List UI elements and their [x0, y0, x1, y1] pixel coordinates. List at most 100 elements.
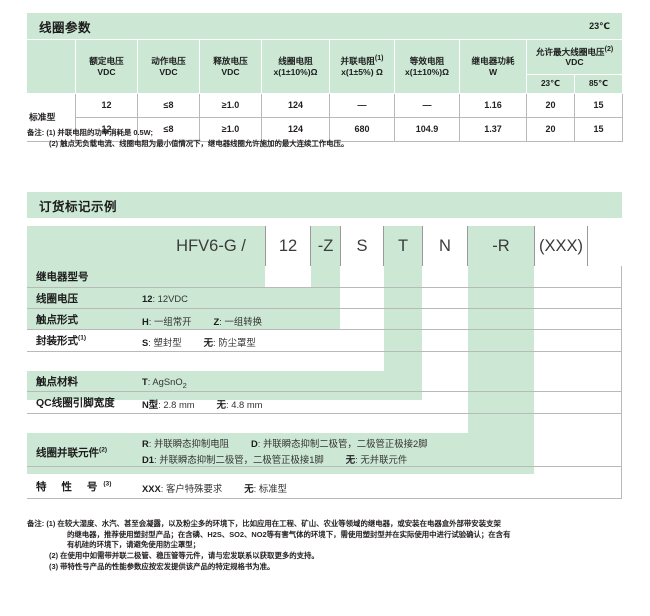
cell-max-voltage-85c: 15 [573, 117, 624, 142]
header-pickup-voltage: 动作电压 VDC [137, 39, 200, 94]
code-separator [383, 226, 384, 266]
note-item: (3) 带特性号产品的性能参数应按宏发提供该产品的特定规格书为准。 [27, 562, 627, 573]
note-text: 有机硅的环境下，请避免使用防尘罩型； [67, 540, 201, 550]
legend-row-contact-material: 触点材料 T: AgSnO2 [27, 371, 622, 392]
band-coil-component [468, 226, 534, 474]
note-text: 带特性号产品的性能参数应按宏发提供该产品的特定规格书为准。 [60, 561, 275, 571]
ordering-code-title: 订货标记示例 [39, 199, 118, 214]
header-relay-power: 继电器功耗 W [459, 39, 527, 94]
header-equivalent-resistance: 等效电阻 x(1±10%)Ω [394, 39, 460, 94]
note-number: (1) [46, 128, 56, 137]
note-text: 在较大湿度、水汽、甚至会凝露，以及粉尘多的环境下，比如应用在工程、矿山、农业等领… [57, 519, 501, 528]
legend-values-coil-component: R: 并联瞬态抑制电阻 D: 并联瞬态抑制二极管，二极管正极接2脚 D1: 并联瞬态… [142, 438, 428, 465]
cell-max-voltage-23c: 20 [526, 117, 575, 142]
cell-equivalent-resistance: 104.9 [394, 117, 460, 142]
cell-rated-voltage: 12 [75, 117, 138, 142]
header-parallel-resistance: 并联电阻(1) x(1±5%) Ω [329, 39, 395, 94]
table-header-row: 额定电压 VDC 动作电压 VDC 释放电压 VDC 线圈电阻 x(1±10%)… [27, 39, 624, 94]
band-contact-material [384, 226, 422, 400]
cell-parallel-resistance: — [329, 93, 395, 118]
outline-edge [621, 266, 622, 499]
cell-coil-resistance: 124 [261, 93, 330, 118]
legend-label-relay-model: 继电器型号 [36, 271, 89, 283]
band-relay-model [157, 226, 265, 288]
legend-values-characteristic: XXX: 客户特殊要求 无: 标准型 [142, 483, 287, 494]
code-separator [422, 226, 423, 266]
legend-label-characteristic: 特 性 号(3) [36, 480, 112, 494]
note-continuation: 的继电器，推荐使用塑封型产品；在含磷、H2S、SO2、NO2等有害气体的环境下，… [27, 530, 627, 541]
code-cell-characteristic: (XXX) [538, 236, 583, 255]
note-item: (2) 触点无负载电流、线圈电阻为最小值情况下，继电器线圈允许施加的最大连续工作… [27, 139, 622, 150]
cell-dropout-voltage: ≥1.0 [199, 117, 262, 142]
note-item: 备注: (1) 在较大湿度、水汽、甚至会凝露，以及粉尘多的环境下，比如应用在工程… [27, 519, 627, 530]
note-item: (2) 在使用中如需带并联二极管、稳压管等元件，请与宏发联系以获取更多的支持。 [27, 551, 627, 562]
band-row-contact-form [27, 288, 311, 330]
cell-rated-voltage: 12 [75, 93, 138, 118]
legend-label-coil-component: 线圈并联元件(2) [36, 446, 108, 460]
cell-pickup-voltage: ≤8 [137, 93, 200, 118]
cell-max-voltage-23c: 20 [526, 93, 575, 118]
header-corner-blank [27, 39, 76, 94]
notes-lead-label: 备注: [27, 519, 45, 528]
notes-lead-label: 备注: [27, 128, 45, 137]
coil-parameters-section-header: 线圈参数 23℃ [27, 13, 622, 39]
legend-row-coil-component: 线圈并联元件(2) R: 并联瞬态抑制电阻 D: 并联瞬态抑制二极管，二极管正极接… [27, 433, 622, 467]
legend-values-enclosure: S: 塑封型 无: 防尘罩型 [142, 337, 256, 348]
header-max-voltage-85c: 85℃ [573, 73, 624, 95]
legend-row-qc-terminal: QC线圈引脚宽度 N型: 2.8 mm 无: 4.8 mm [27, 392, 622, 414]
note-number: (1) [46, 519, 56, 528]
ordering-code-section-header: 订货标记示例 [27, 192, 622, 218]
legend-label-contact-material: 触点材料 [36, 376, 78, 388]
cell-equivalent-resistance: — [394, 93, 460, 118]
band-row-contact-material [27, 371, 384, 400]
legend-values-contact-form: H: 一组常开 Z: 一组转换 [142, 316, 262, 327]
coil-parameters-title: 线圈参数 [39, 20, 92, 35]
code-separator [265, 226, 266, 266]
code-cell-relay-model: HFV6-G / [176, 236, 246, 255]
ordering-code-diagram: HFV6-G / 12 -Z S T N -R (XXX) 继电器型号 线圈电压… [27, 226, 622, 549]
legend-row-relay-model: 继电器型号 [27, 266, 622, 288]
legend-label-enclosure: 封装形式(1) [36, 334, 87, 348]
code-separator [534, 226, 535, 266]
header-coil-resistance: 线圈电阻 x(1±10%)Ω [261, 39, 330, 94]
note-text: 触点无负载电流、线圈电阻为最小值情况下，继电器线圈允许施加的最大连续工作电压。 [60, 138, 349, 148]
header-max-coil-voltage-group: 允许最大线圈电压(2) VDC [525, 39, 624, 75]
legend-row-characteristic: 特 性 号(3) XXX: 客户特殊要求 无: 标准型 [27, 474, 622, 499]
code-separator [340, 226, 341, 266]
code-cell-coil-voltage: 12 [278, 236, 298, 255]
band-contact-form [311, 226, 340, 330]
header-rated-voltage: 额定电压 VDC [75, 39, 138, 94]
header-max-voltage-23c: 23℃ [526, 73, 575, 95]
legend-values-coil-voltage: 12: 12VDC [142, 293, 188, 304]
note-text: 并联电阻的功率消耗是 0.5W; [57, 128, 153, 137]
code-cell-qc-terminal: N [439, 236, 451, 255]
note-number: (3) [49, 561, 59, 571]
legend-label-qc-terminal: QC线圈引脚宽度 [36, 397, 115, 409]
band-row-coil-component [27, 433, 468, 474]
cell-relay-power: 1.37 [459, 117, 527, 142]
legend-row-contact-form: 触点形式 H: 一组常开 Z: 一组转换 [27, 309, 622, 330]
code-cell-coil-component: -R [492, 236, 510, 255]
cell-max-voltage-85c: 15 [573, 93, 624, 118]
code-separator [467, 226, 468, 266]
table-row: 12 ≤8 ≥1.0 124 680 104.9 1.37 20 15 [28, 117, 624, 142]
cell-dropout-voltage: ≥1.0 [199, 93, 262, 118]
band-row-relay-model [27, 226, 157, 288]
note-number: (2) [49, 551, 59, 561]
code-cell-contact-form: -Z [317, 236, 334, 255]
legend-label-contact-form: 触点形式 [36, 314, 78, 326]
coil-parameters-notes: 备注: (1) 并联电阻的功率消耗是 0.5W; (2) 触点无负载电流、线圈电… [27, 128, 622, 149]
code-separator [587, 226, 588, 266]
note-continuation: 有机硅的环境下，请避免使用防尘罩型； [27, 540, 627, 551]
legend-values-contact-material: T: AgSnO2 [142, 376, 187, 390]
coil-parameters-table: 额定电压 VDC 动作电压 VDC 释放电压 VDC 线圈电阻 x(1±10%)… [27, 39, 624, 142]
cell-parallel-resistance: 680 [329, 117, 395, 142]
table-row: 标准型 12 ≤8 ≥1.0 124 — — 1.16 20 15 [27, 93, 624, 142]
legend-label-coil-voltage: 线圈电压 [36, 293, 78, 305]
code-separator [310, 226, 311, 266]
cell-coil-resistance: 124 [261, 117, 330, 142]
note-text: 的继电器，推荐使用塑封型产品；在含磷、H2S、SO2、NO2等有害气体的环境下，… [67, 529, 511, 539]
legend-row-coil-voltage: 线圈电压 12: 12VDC [27, 288, 622, 309]
note-number: (2) [49, 138, 59, 148]
code-cell-contact-material: T [397, 236, 409, 255]
